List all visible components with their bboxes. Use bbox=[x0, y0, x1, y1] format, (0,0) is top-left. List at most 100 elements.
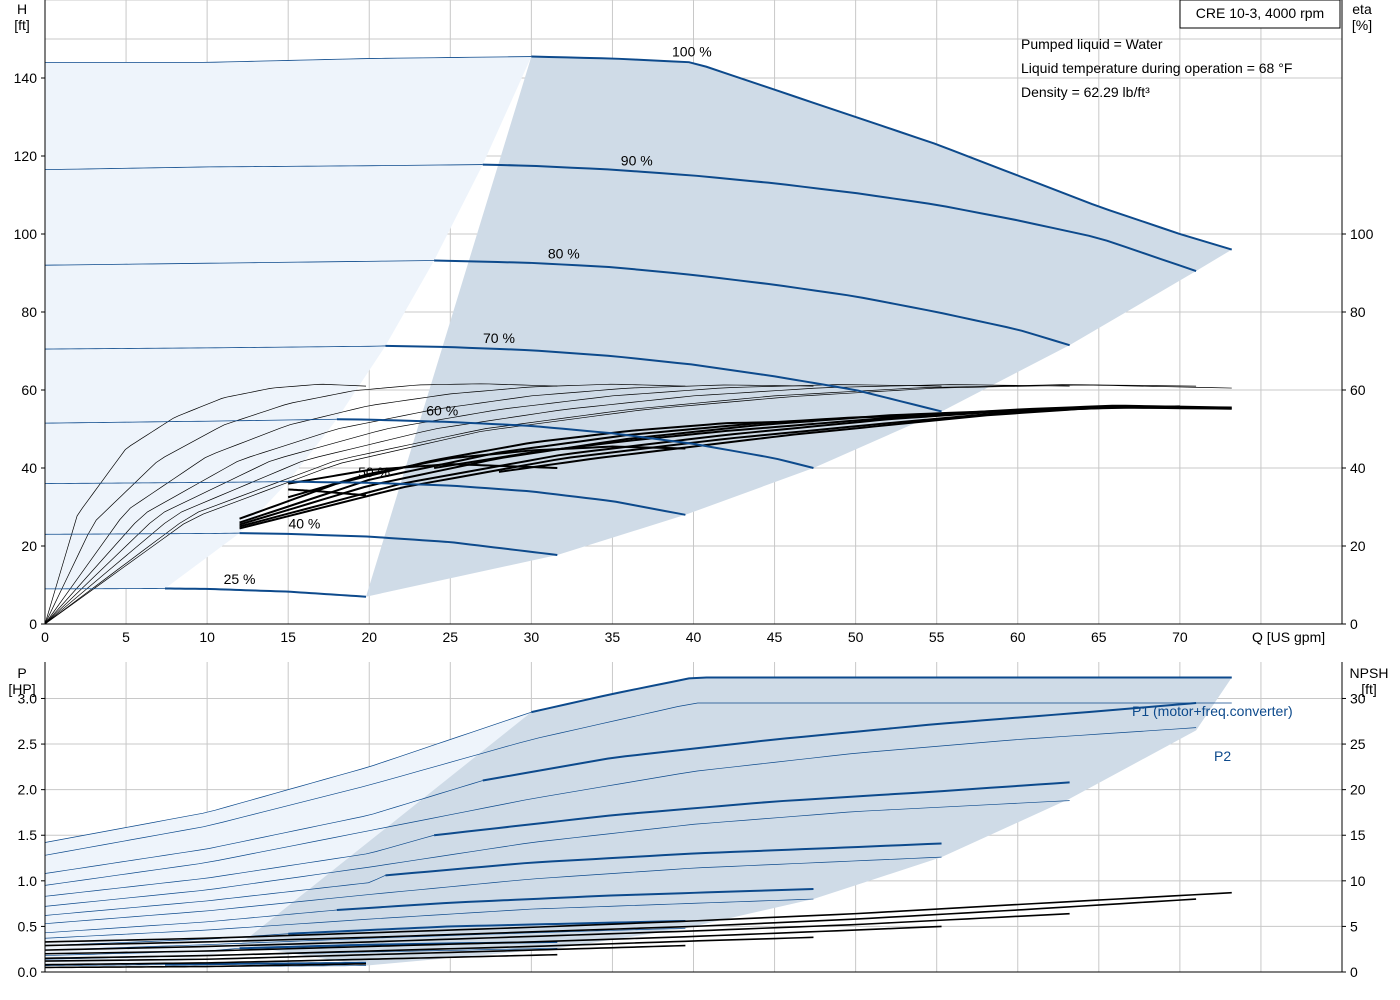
p2-curve-60 bbox=[44, 898, 814, 939]
npsh-tick-label: 30 bbox=[1350, 690, 1366, 706]
npsh-axis-unit: [ft] bbox=[1361, 681, 1377, 697]
x-tick-label: 40 bbox=[686, 629, 702, 645]
npsh-curve-4 bbox=[44, 925, 942, 955]
y-left-tick-label: 80 bbox=[21, 304, 37, 320]
x-tick-label: 60 bbox=[1010, 629, 1026, 645]
info-line-2: Density = 62.29 lb/ft³ bbox=[1021, 84, 1150, 100]
head-curve-thin-60 bbox=[44, 418, 337, 424]
y-left-tick-label: 20 bbox=[21, 538, 37, 554]
p-tick-label: 1.0 bbox=[18, 873, 38, 889]
p2-curve-80 bbox=[44, 800, 1070, 907]
head-curve-thin-90 bbox=[44, 164, 483, 171]
p1-curve-60 bbox=[336, 888, 814, 911]
eta-curve-5 bbox=[44, 384, 1070, 625]
y-right-tick-label: 80 bbox=[1350, 304, 1366, 320]
p-axis-unit: [HP] bbox=[8, 681, 35, 697]
speed-label-90: 90 % bbox=[621, 152, 653, 168]
eta-curve-1 bbox=[44, 383, 558, 625]
top-light-region bbox=[45, 56, 532, 625]
head-curve-thin-70 bbox=[44, 345, 386, 350]
head-curve-thin-40 bbox=[44, 532, 240, 535]
eta-thick-curve-0 bbox=[288, 488, 367, 497]
npsh-tick-label: 25 bbox=[1350, 736, 1366, 752]
bottom-axes: 0.0 0.5 1.0 1.5 2.0 2.5 3.0 0 5 10 15 20 25 30 P[HP] NP… bbox=[8, 662, 1388, 980]
eta-thick-curve-1 bbox=[288, 463, 558, 485]
chart-labels: 100 % 90 % 80 % 70 % 60 % 50 % 40 % 25 % bbox=[224, 43, 712, 587]
y-left-tick-label: 60 bbox=[21, 382, 37, 398]
x-tick-label: 65 bbox=[1091, 629, 1107, 645]
head-curve-thin-100 bbox=[45, 56, 532, 63]
bottom-dark-region bbox=[239, 677, 1232, 966]
x-tick-label: 70 bbox=[1172, 629, 1188, 645]
head-curve-thin-80 bbox=[44, 260, 435, 266]
y-right-tick-label: 20 bbox=[1350, 538, 1366, 554]
head-curve-90 bbox=[482, 163, 1197, 272]
x-tick-label: 10 bbox=[199, 629, 215, 645]
speed-label-50: 50 % bbox=[358, 464, 390, 480]
top-dark-region bbox=[366, 56, 1232, 597]
p1-thin-90 bbox=[44, 780, 483, 874]
p1-thin-80 bbox=[44, 834, 435, 897]
head-curve-40 bbox=[239, 532, 558, 556]
eta-curve-6 bbox=[44, 384, 1197, 625]
p2-curve-70 bbox=[44, 856, 942, 925]
info-line-0: Pumped liquid = Water bbox=[1021, 36, 1163, 52]
eta-thick-curve-8 bbox=[433, 404, 1232, 469]
npsh-curve-1 bbox=[44, 953, 558, 966]
eta-curve-2 bbox=[44, 383, 686, 625]
eta-curve-7 bbox=[44, 384, 1232, 625]
p1-curve-70 bbox=[385, 842, 942, 877]
info-line-1: Liquid temperature during operation = 68… bbox=[1021, 60, 1292, 76]
p1-curve-90 bbox=[482, 702, 1197, 782]
bottom-light-region bbox=[45, 712, 532, 966]
p1-curve-100 bbox=[531, 676, 1232, 714]
npsh-curve-0 bbox=[44, 962, 367, 969]
y-left-tick-label: 100 bbox=[14, 226, 38, 242]
p2-curve-90 bbox=[44, 727, 1197, 886]
npsh-tick-label: 20 bbox=[1350, 782, 1366, 798]
npsh-curve-7 bbox=[44, 891, 1232, 943]
p-tick-label: 0.5 bbox=[18, 918, 38, 934]
x-tick-label: 0 bbox=[41, 629, 49, 645]
p-axis-label: P bbox=[17, 665, 26, 681]
y-right-axis-label: eta bbox=[1352, 1, 1372, 17]
npsh-tick-label: 5 bbox=[1350, 918, 1358, 934]
x-tick-label: 35 bbox=[605, 629, 621, 645]
bottom-operating-range-fill bbox=[45, 677, 1232, 966]
top-head-curves bbox=[44, 55, 1233, 598]
head-curve-50 bbox=[288, 480, 686, 516]
y-left-tick-label: 40 bbox=[21, 460, 37, 476]
npsh-curve-5 bbox=[44, 912, 1070, 951]
y-left-axis-unit: [ft] bbox=[14, 17, 30, 33]
p2-series-label: P2 bbox=[1214, 748, 1231, 764]
npsh-curve-2 bbox=[44, 944, 686, 962]
speed-label-70: 70 % bbox=[483, 330, 515, 346]
npsh-tick-label: 10 bbox=[1350, 873, 1366, 889]
speed-label-40: 40 % bbox=[288, 515, 320, 531]
top-efficiency-curves bbox=[44, 383, 1232, 625]
speed-label-100: 100 % bbox=[672, 43, 712, 59]
top-axes: 0 5 10 15 20 25 30 35 40 45 50 55 60 65 70 0 20 40 60 80 100… bbox=[14, 0, 1374, 645]
x-tick-label: 5 bbox=[122, 629, 130, 645]
x-tick-label: 50 bbox=[848, 629, 864, 645]
x-axis-label: Q [US gpm] bbox=[1252, 629, 1325, 645]
p1-thin-100 bbox=[44, 711, 532, 843]
p1-thin-60 bbox=[44, 909, 337, 934]
y-right-axis-unit: [%] bbox=[1352, 17, 1372, 33]
p-tick-label: 1.5 bbox=[18, 827, 38, 843]
p2-curve-100 bbox=[44, 702, 1232, 856]
p-tick-label: 2.0 bbox=[18, 782, 38, 798]
x-tick-label: 55 bbox=[929, 629, 945, 645]
p2-curve-50 bbox=[44, 927, 686, 951]
p1-thin-70 bbox=[44, 875, 386, 916]
x-tick-label: 30 bbox=[524, 629, 540, 645]
eta-curve-0 bbox=[44, 383, 367, 625]
eta-thick-curve-3 bbox=[239, 420, 814, 520]
p-tick-label: 3.0 bbox=[18, 690, 38, 706]
p1-curve-25 bbox=[164, 961, 367, 966]
x-tick-label: 20 bbox=[361, 629, 377, 645]
bottom-power-curves bbox=[44, 676, 1232, 969]
head-curve-60 bbox=[336, 418, 814, 469]
npsh-tick-label: 15 bbox=[1350, 827, 1366, 843]
